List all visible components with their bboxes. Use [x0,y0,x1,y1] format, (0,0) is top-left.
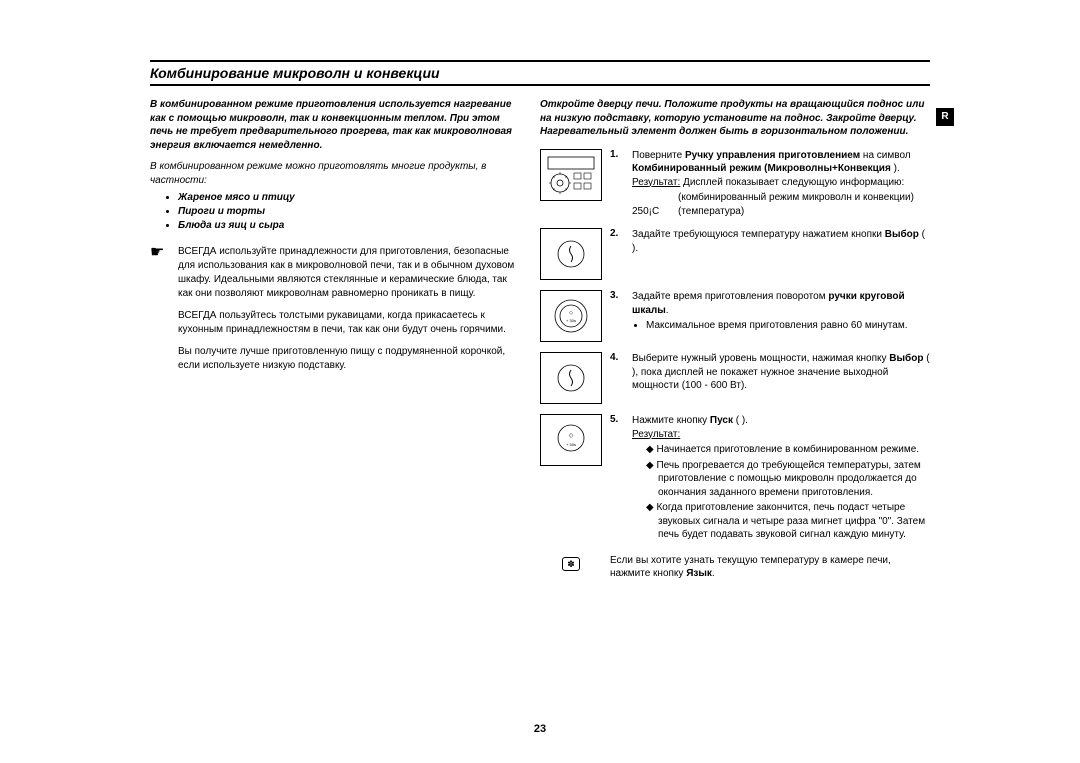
control-panel-icon [540,149,602,201]
right-column: Откройте дверцу печи. Положите продукты … [540,98,930,581]
manual-page: Комбинирование микроволн и конвекции В к… [150,60,930,581]
ingredient-list: Жареное мясо и птицу Пироги и торты Блюд… [178,191,520,233]
svg-text:◇: ◇ [569,433,574,439]
caution-body: ВСЕГДА используйте принадлежности для пр… [178,245,520,381]
button-icon [540,352,602,404]
step-2: 2. Задайте требующуюся температуру нажат… [540,228,930,280]
step-number: 5. [610,414,624,544]
left-intro: В комбинированном режиме приготовления и… [150,98,520,152]
page-title: Комбинирование микроволн и конвекции [150,65,930,81]
bullet-item: Блюда из яиц и сыра [178,219,520,233]
bullet-item: Жареное мясо и птицу [178,191,520,205]
always-word: ВСЕГДА [178,310,216,321]
step-number: 4. [610,352,624,404]
start-button-icon: ◇ + 30s [540,414,602,466]
dial-icon: ◇ + 30s [540,290,602,342]
diamond-icon: ◆ [646,460,656,471]
step-text: Задайте время приготовления поворотом ру… [632,290,930,342]
note-icon: ✽ [540,554,602,572]
right-intro: Откройте дверцу печи. Положите продукты … [540,98,930,139]
svg-text:+ 30s: + 30s [566,442,576,447]
step-4: 4. Выберите нужный уровень мощности, наж… [540,352,930,404]
step-text: Задайте требующуюся температуру нажатием… [632,228,930,280]
step-number: 1. [610,149,624,219]
page-number: 23 [0,723,1080,735]
step-number: 3. [610,290,624,342]
svg-text:◇: ◇ [569,310,573,316]
step-3: ◇ + 30s 3. Задайте время приготовления п… [540,290,930,342]
left-column: В комбинированном режиме приготовления и… [150,98,520,581]
svg-text:+ 30s: + 30s [566,318,576,323]
step-text: Нажмите кнопку Пуск ( ). Результат: ◆ На… [632,414,930,544]
bullet-item: Пироги и торты [178,205,520,219]
side-tab: R [936,108,954,126]
step-1: 1. Поверните Ручку управления приготовле… [540,149,930,219]
diamond-icon: ◆ [646,444,656,455]
two-columns: В комбинированном режиме приготовления и… [150,98,930,581]
step-5: ◇ + 30s 5. Нажмите кнопку Пуск ( ). Резу… [540,414,930,544]
caution-row: ☛ ВСЕГДА используйте принадлежности для … [150,245,520,381]
diamond-icon: ◆ [646,502,656,513]
note-row: ✽ Если вы хотите узнать текущую температ… [540,554,930,581]
step-number: 2. [610,228,624,280]
title-bar: Комбинирование микроволн и конвекции [150,60,930,86]
note-text: Если вы хотите узнать текущую температур… [610,554,930,581]
step-text: Поверните Ручку управления приготовление… [632,149,930,219]
left-subhead: В комбинированном режиме можно приготовл… [150,160,520,187]
pointing-hand-icon: ☛ [150,245,168,381]
button-icon [540,228,602,280]
always-word: ВСЕГДА [178,246,216,257]
step-text: Выберите нужный уровень мощности, нажима… [632,352,930,404]
